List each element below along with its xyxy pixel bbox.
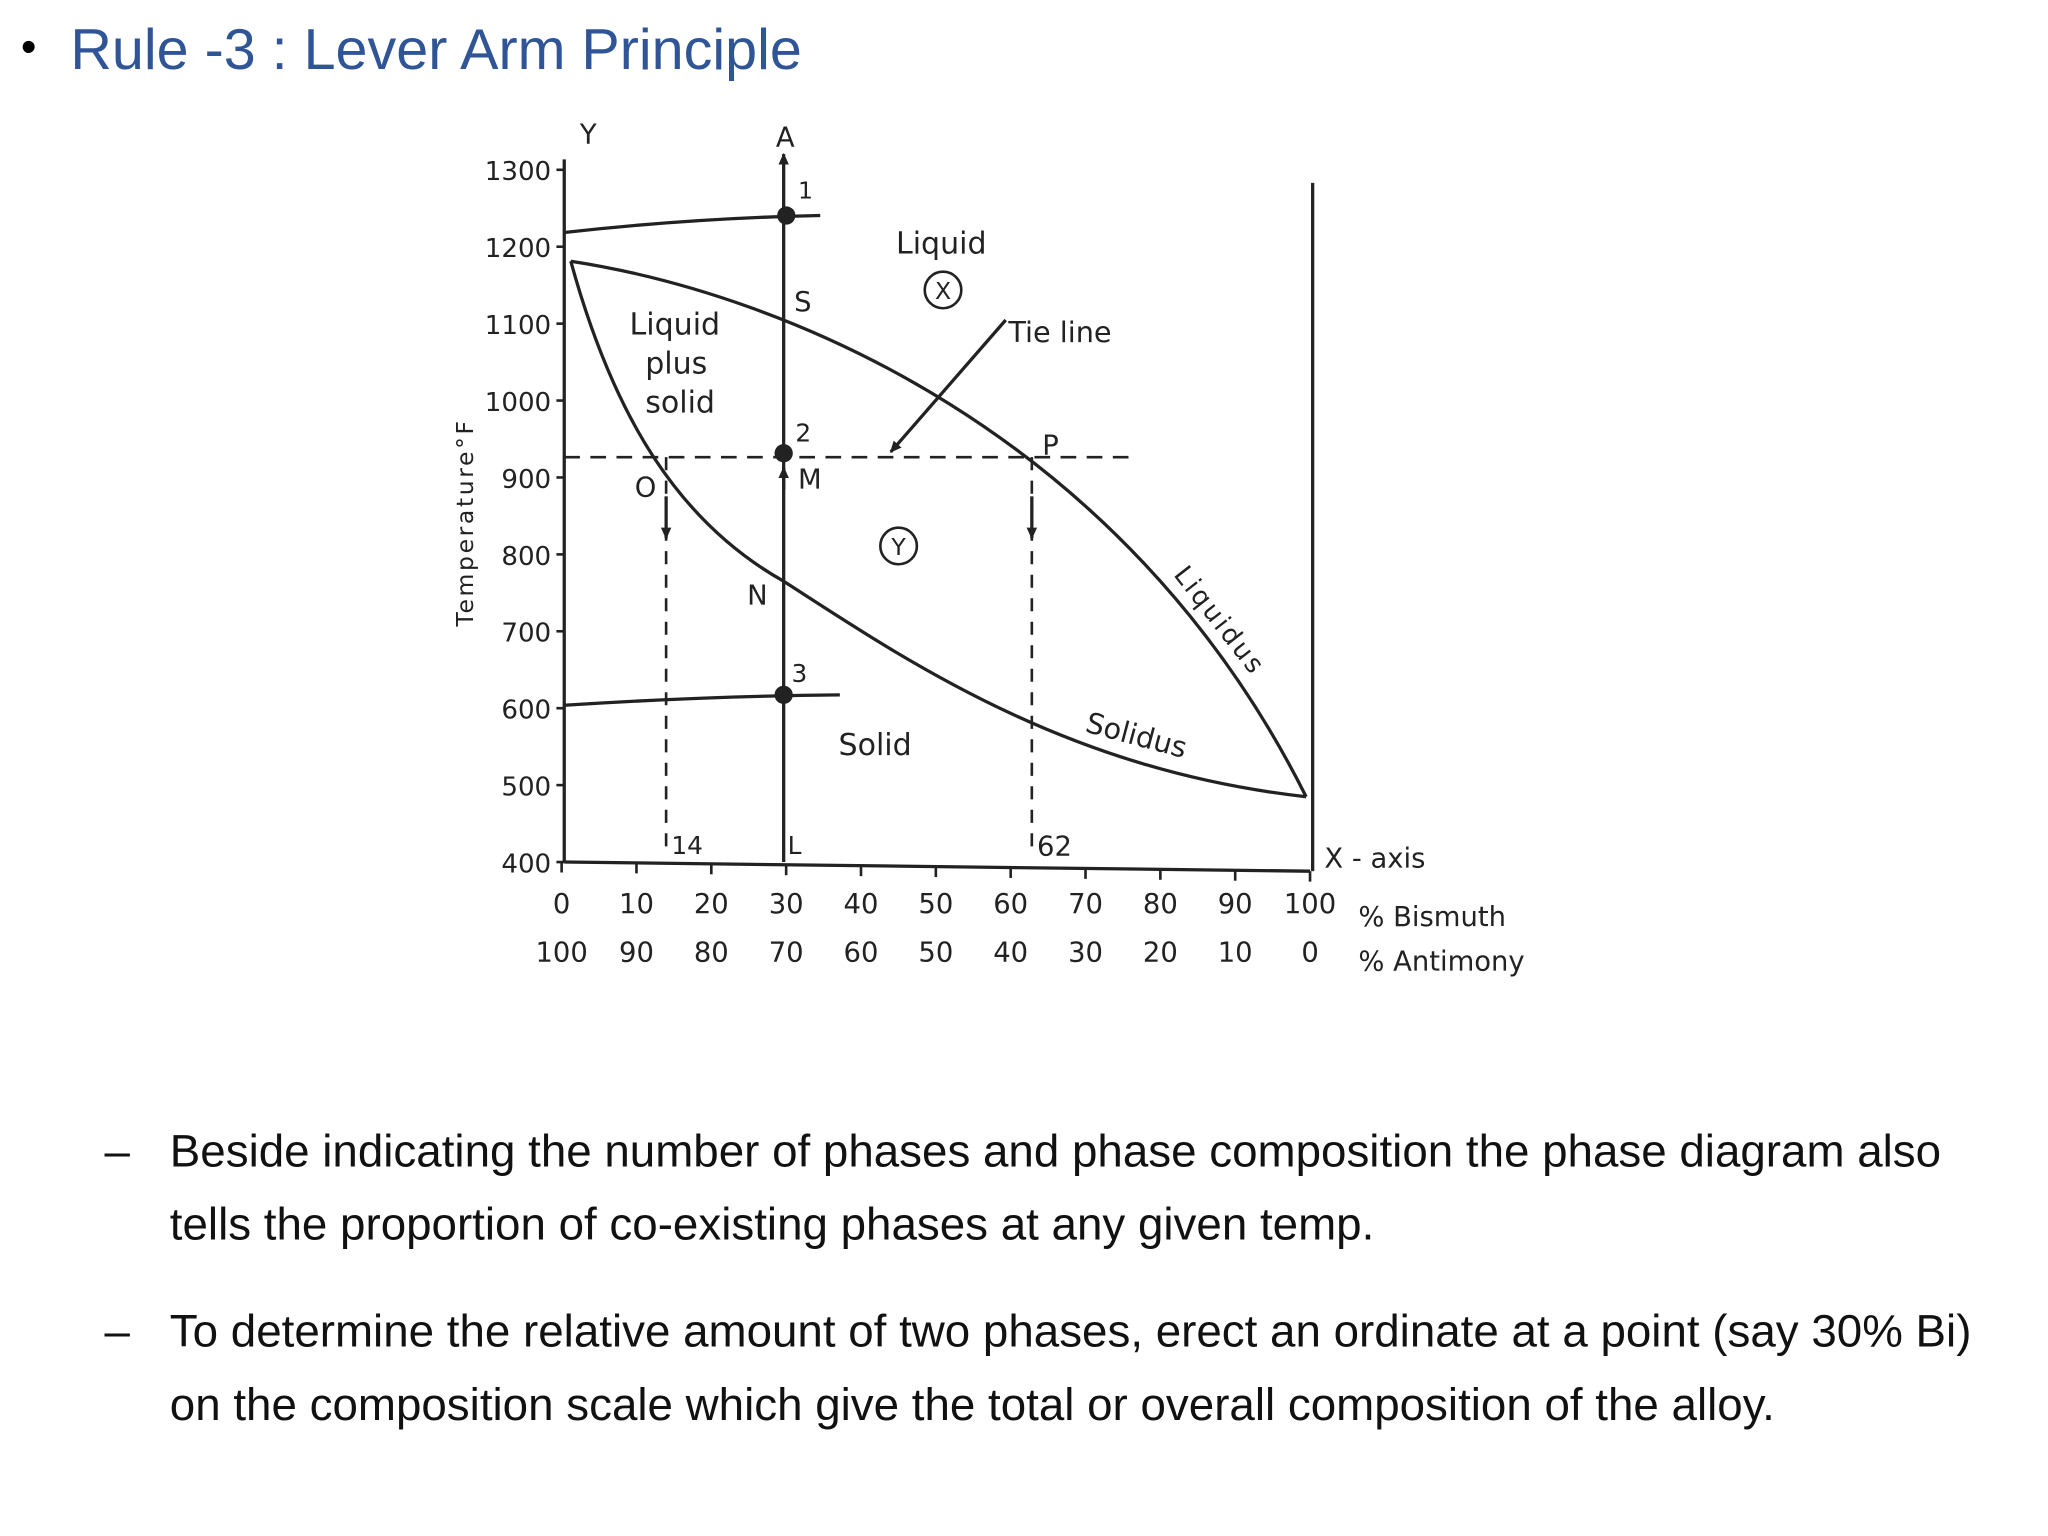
y-tick-label: 900: [501, 465, 551, 495]
point-label: L: [788, 831, 802, 860]
y-letter: Y: [579, 120, 597, 151]
x-tick-label: 90: [1218, 889, 1253, 920]
point-label: O: [635, 472, 657, 503]
circle-label: X: [935, 277, 951, 305]
y-tick-label: 400: [501, 849, 551, 879]
y-tick-label: 1100: [485, 311, 551, 341]
liquidus-label: Liquidus: [1167, 561, 1271, 682]
y-axis-label: Temperature°F: [451, 418, 479, 627]
x-tick-label: 20: [694, 889, 729, 920]
liquidus-curve: [570, 259, 1308, 798]
circle-y: [879, 526, 919, 566]
circle-label: Y: [890, 533, 906, 561]
solidus-curve: [569, 260, 1307, 799]
point-label: N: [747, 581, 768, 612]
x-tick-label: 80: [694, 937, 729, 968]
x-tick-label: 40: [993, 937, 1028, 968]
title-row: • Rule -3 : Lever Arm Principle: [21, 18, 802, 83]
circle-x: [923, 270, 963, 310]
point-label: S: [794, 287, 811, 318]
point-label: 1: [798, 177, 813, 205]
point-label: M: [798, 464, 822, 495]
unit-label: % Antimony: [1358, 946, 1524, 977]
line-600: [564, 693, 840, 707]
x-tick-label: 100: [535, 937, 587, 968]
point-label: 2: [795, 418, 811, 447]
x-tick-label: 60: [844, 937, 879, 968]
x-tick-label: 0: [1301, 937, 1318, 968]
x-tick-label: 100: [1284, 889, 1336, 920]
y-tick-label: 700: [501, 619, 551, 649]
y-tick-label: 1000: [485, 388, 551, 418]
x-tick-label: 60: [993, 889, 1028, 920]
point-dot: [774, 444, 793, 463]
x-tick-label: 50: [918, 889, 953, 920]
y-tick-label: 800: [501, 542, 551, 572]
region-label: Liquid: [630, 307, 721, 342]
tie-line-pointer: [889, 318, 1007, 453]
x-tick-label: 50: [918, 937, 953, 968]
x-tick-label: 70: [769, 937, 804, 968]
bullet-dot: •: [20, 22, 37, 72]
solidus-label: Solidus: [1082, 705, 1190, 765]
x-tick-label: 40: [844, 889, 879, 920]
bullet: – To determine the relative amount of two…: [104, 1296, 1998, 1442]
point-label: P: [1042, 431, 1059, 462]
x-tick-label: 90: [619, 937, 654, 968]
x-tick-label: 0: [553, 889, 570, 920]
y-tick-label: 1200: [485, 234, 551, 264]
bullet-text: Beside indicating the number of phases a…: [169, 1125, 1942, 1250]
bullet-text: To determine the relative amount of two …: [169, 1306, 1972, 1431]
x-tick-label: 10: [619, 889, 654, 920]
slide-title: Rule -3 : Lever Arm Principle: [70, 18, 802, 83]
y-tick-label: 500: [501, 773, 551, 803]
mark-label: 14: [671, 831, 703, 860]
tie-line-label: Tie line: [1007, 315, 1111, 349]
x-tick-label: 30: [1068, 937, 1103, 968]
x-axis-label: X - axis: [1324, 843, 1425, 874]
region-label: solid: [645, 386, 715, 421]
x-tick-label: 70: [1068, 889, 1103, 920]
x-tick-label: 30: [769, 889, 804, 920]
y-tick-label: 1300: [485, 157, 551, 187]
region-label: plus: [645, 347, 707, 382]
mark-label: 62: [1037, 832, 1072, 863]
region-label: Liquid: [896, 226, 987, 261]
x-tick-label: 20: [1143, 937, 1178, 968]
region-label: Solid: [839, 728, 912, 763]
point-label: 3: [792, 659, 808, 688]
a-letter: A: [776, 122, 795, 153]
point-dot: [777, 206, 796, 225]
x-tick-label: 10: [1218, 937, 1253, 968]
y-tick-label: 600: [501, 696, 551, 726]
x-tick-label: 80: [1143, 889, 1178, 920]
dash: –: [104, 1306, 130, 1358]
point-dot: [774, 685, 793, 704]
dash: –: [104, 1125, 130, 1177]
bullet: – Beside indicating the number of phases …: [104, 1115, 1998, 1261]
phase-diagram: Y A Temperature°F Liquid Liquid plus sol…: [451, 120, 1525, 978]
unit-label: % Bismuth: [1358, 902, 1506, 933]
